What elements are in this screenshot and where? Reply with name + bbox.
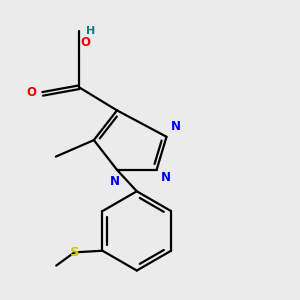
Text: O: O [81, 36, 91, 49]
Text: N: N [161, 172, 171, 184]
Text: N: N [171, 120, 181, 133]
Text: S: S [70, 246, 79, 259]
Text: H: H [85, 26, 95, 36]
Text: N: N [110, 175, 120, 188]
Text: O: O [27, 86, 37, 99]
